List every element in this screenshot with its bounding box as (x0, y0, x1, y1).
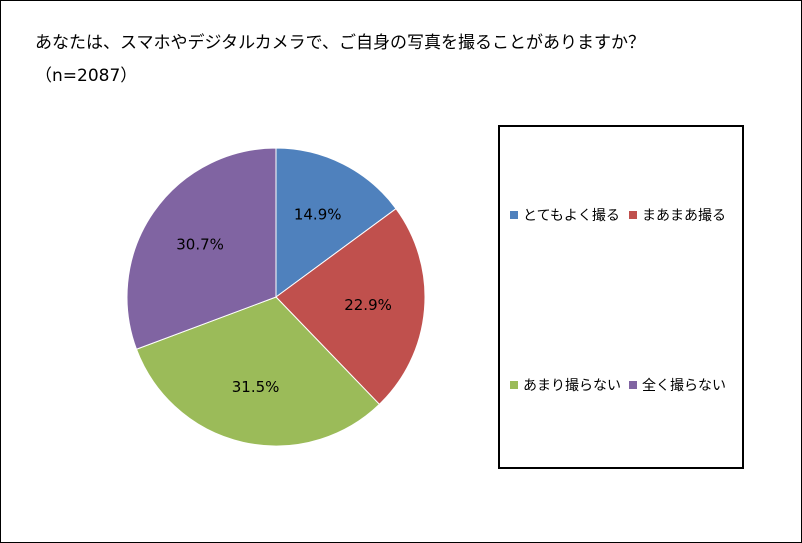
legend-swatch-0 (510, 211, 518, 219)
legend: とてもよく撮る まあまあ撮る あまり撮らない 全く撮らない (498, 125, 744, 469)
legend-swatch-3 (629, 381, 637, 389)
legend-item-0: とてもよく撮る (510, 205, 620, 225)
legend-item-2: あまり撮らない (510, 375, 621, 395)
legend-label-2: あまり撮らない (523, 378, 621, 394)
pie-data-label-2: 31.5% (232, 378, 280, 396)
legend-item-3: 全く撮らない (629, 375, 726, 395)
legend-label-3: 全く撮らない (642, 378, 726, 394)
pie-slice-1 (275, 207, 426, 406)
chart-title: あなたは、スマホやデジタルカメラで、ご自身の写真を撮ることがありますか？（n=2… (35, 33, 645, 86)
pie-data-label-0: 14.9% (294, 206, 342, 224)
legend-swatch-1 (629, 211, 637, 219)
pie-data-label-1: 22.9% (344, 296, 392, 314)
legend-item-1: まあまあ撮る (629, 205, 726, 225)
pie-slice-3 (126, 147, 277, 350)
legend-label-0: とてもよく撮る (523, 208, 620, 224)
pie-data-label-3: 30.7% (176, 235, 224, 253)
legend-swatch-2 (510, 381, 518, 389)
pie-slice-0 (275, 147, 397, 298)
pie-slice-2 (135, 296, 381, 447)
legend-label-1: まあまあ撮る (642, 208, 726, 224)
